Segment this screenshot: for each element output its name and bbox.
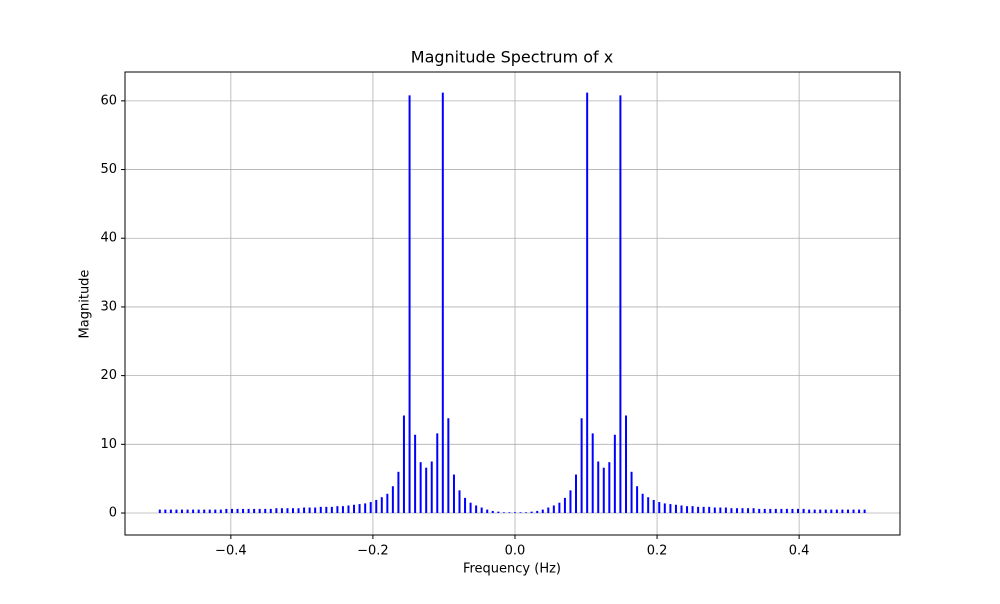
x-tick-label: 0.4 (789, 544, 810, 559)
y-tick-label: 30 (100, 299, 117, 314)
plot-frame (124, 71, 901, 536)
y-tick-label: 20 (100, 368, 117, 383)
y-axis-label: Magnitude (78, 270, 93, 339)
y-tick-label: 50 (100, 162, 117, 177)
chart-title: Magnitude Spectrum of x (411, 48, 613, 67)
x-tick-label: 0.2 (647, 544, 668, 559)
y-tick-label: 0 (109, 506, 117, 521)
x-tick-label: −0.4 (215, 544, 247, 559)
y-tick-label: 60 (100, 93, 117, 108)
x-tick-label: 0.0 (505, 544, 526, 559)
x-tick-label: −0.2 (357, 544, 389, 559)
x-axis-label: Frequency (Hz) (463, 562, 561, 577)
y-tick-label: 40 (100, 231, 117, 246)
y-tick-label: 10 (100, 437, 117, 452)
